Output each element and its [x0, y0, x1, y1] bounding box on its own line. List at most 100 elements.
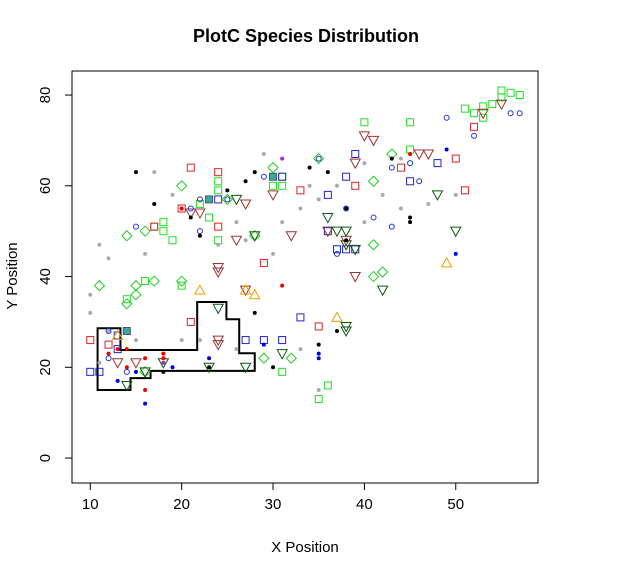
point: [243, 179, 248, 184]
point: [150, 222, 159, 231]
point: [267, 161, 279, 174]
point: [516, 110, 523, 117]
x-tick-label: 10: [82, 496, 99, 513]
point: [86, 336, 95, 345]
point: [497, 86, 506, 95]
point: [258, 352, 270, 364]
point: [507, 110, 514, 117]
point: [214, 168, 223, 177]
point: [133, 170, 138, 175]
plot-frame: [71, 70, 539, 484]
point: [111, 329, 124, 341]
point: [184, 208, 197, 220]
point: [334, 328, 339, 333]
point: [133, 338, 138, 343]
point: [234, 347, 239, 352]
point: [230, 235, 243, 247]
point: [307, 165, 312, 170]
point: [113, 345, 122, 354]
point: [269, 181, 278, 190]
point: [331, 226, 343, 238]
point: [121, 230, 133, 242]
point: [296, 313, 305, 322]
x-tick-label: 40: [356, 496, 373, 513]
point: [278, 181, 287, 190]
point: [214, 195, 223, 204]
point: [479, 113, 488, 122]
point: [170, 192, 175, 197]
y-axis-label: Y Position: [4, 242, 21, 309]
point: [214, 236, 223, 245]
point: [321, 213, 334, 224]
point: [196, 228, 203, 235]
point: [406, 118, 415, 127]
point: [316, 197, 321, 202]
y-tick-label: 20: [37, 359, 54, 376]
point: [111, 358, 124, 369]
point: [443, 114, 450, 121]
point: [150, 222, 159, 231]
point: [214, 222, 223, 231]
point: [298, 347, 303, 352]
point: [271, 365, 276, 370]
point: [105, 355, 112, 362]
point: [506, 88, 515, 97]
point: [321, 226, 334, 238]
point: [349, 158, 362, 170]
point: [340, 326, 352, 338]
point: [212, 267, 225, 279]
point: [351, 181, 360, 190]
point: [431, 190, 444, 201]
point: [413, 149, 426, 161]
point: [323, 381, 332, 390]
point: [453, 251, 458, 256]
point: [278, 172, 287, 181]
point: [367, 175, 380, 187]
x-tick-label: 50: [447, 496, 464, 513]
point: [194, 208, 206, 220]
point: [106, 351, 111, 356]
point: [479, 102, 488, 111]
point: [139, 225, 151, 237]
y-tick-label: 60: [37, 177, 54, 194]
point: [205, 195, 214, 204]
point: [360, 118, 369, 127]
point: [161, 369, 166, 374]
point: [195, 199, 204, 208]
point: [148, 275, 160, 287]
point: [280, 283, 285, 288]
point: [139, 367, 151, 378]
point: [370, 214, 377, 221]
point: [406, 177, 415, 186]
point: [216, 242, 221, 247]
point: [376, 285, 389, 297]
point: [239, 284, 252, 295]
point: [471, 132, 478, 139]
point: [186, 317, 195, 326]
point: [248, 231, 261, 242]
y-tick-label: 40: [37, 268, 54, 285]
point: [115, 347, 120, 352]
x-axis-label: X Position: [271, 539, 339, 556]
point: [161, 360, 166, 365]
point: [342, 172, 351, 181]
point: [141, 277, 150, 286]
point: [224, 196, 231, 203]
y-tick-label: 0: [37, 454, 54, 462]
point: [188, 215, 193, 220]
point: [349, 244, 362, 256]
point: [106, 256, 111, 261]
point: [159, 218, 168, 227]
point: [278, 367, 287, 376]
point: [143, 401, 148, 406]
point: [97, 242, 102, 247]
point: [122, 326, 131, 335]
point: [367, 270, 380, 283]
point: [398, 206, 403, 211]
point: [449, 226, 462, 238]
point: [170, 365, 175, 370]
point: [261, 342, 266, 347]
boundary: [96, 300, 256, 391]
